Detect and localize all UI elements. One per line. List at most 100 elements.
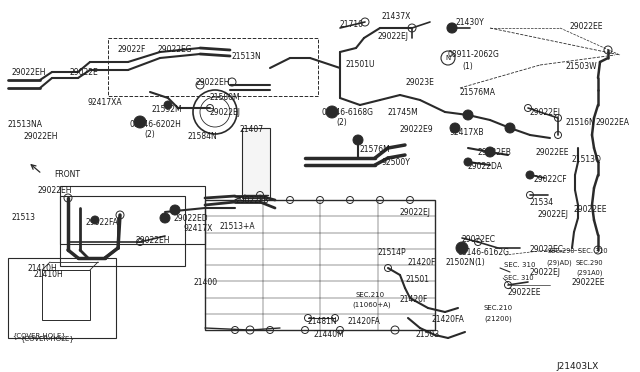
Text: 21437X: 21437X [381,12,410,21]
Text: {COVER-HOLE}: {COVER-HOLE} [20,335,74,342]
Text: (2): (2) [144,130,155,139]
Circle shape [450,123,460,133]
Text: 29022EH: 29022EH [196,78,230,87]
Circle shape [329,109,335,115]
Text: 21501: 21501 [406,275,430,284]
Text: SEC. 310: SEC. 310 [578,248,607,254]
Text: (2): (2) [336,118,347,127]
Text: 21420FA: 21420FA [432,315,465,324]
Text: N: N [445,55,451,61]
Text: 29022EH: 29022EH [24,132,58,141]
Text: 29022EE: 29022EE [572,278,605,287]
Circle shape [326,106,338,118]
Text: (1): (1) [462,62,473,71]
Text: SEC.210: SEC.210 [356,292,385,298]
Text: 29022EC: 29022EC [530,245,564,254]
Circle shape [456,242,468,254]
Circle shape [466,160,470,164]
Text: 92417X: 92417X [183,224,212,233]
Text: {COVER-HOLE}: {COVER-HOLE} [12,332,66,339]
Text: 21745M: 21745M [387,108,418,117]
Bar [108,38,318,96]
Circle shape [355,138,360,142]
Text: 29022FA: 29022FA [86,218,119,227]
Circle shape [464,158,472,166]
Circle shape [137,119,143,125]
Text: 29022DA: 29022DA [468,162,503,171]
Bar [42,270,90,320]
Text: 21410H: 21410H [28,264,58,273]
Text: 21400: 21400 [194,278,218,287]
Bar [60,186,205,244]
Text: 21410H: 21410H [33,270,63,279]
Text: 08911-2062G: 08911-2062G [448,50,500,59]
Circle shape [173,208,177,212]
Text: 29022EJ: 29022EJ [530,268,561,277]
Text: 21534: 21534 [530,198,554,207]
Text: 29022E: 29022E [70,68,99,77]
Text: 29022EG: 29022EG [158,45,193,54]
Text: 21502N: 21502N [445,258,475,267]
Text: 29023E: 29023E [405,78,434,87]
Text: 29022EJ: 29022EJ [530,108,561,117]
Text: 29022EE: 29022EE [574,205,607,214]
Text: (291A0): (291A0) [576,270,602,276]
Text: 29022EJ: 29022EJ [538,210,569,219]
Circle shape [528,173,532,177]
Text: 21576M: 21576M [360,145,391,154]
Circle shape [485,147,495,157]
Circle shape [166,103,170,107]
Text: 21516N: 21516N [565,118,595,127]
Circle shape [164,101,172,109]
Text: 29022EJ: 29022EJ [400,208,431,217]
Text: 08146-6162G: 08146-6162G [458,248,510,257]
Text: J21403LX: J21403LX [556,362,598,371]
Text: 21513Q: 21513Q [572,155,602,164]
Text: 21501U: 21501U [345,60,374,69]
Text: 29022EH: 29022EH [136,236,170,245]
Text: 21440M: 21440M [313,330,344,339]
Text: 21584N: 21584N [188,132,218,141]
Text: 08146-6168G: 08146-6168G [322,108,374,117]
Circle shape [526,171,534,179]
Text: 29022EB: 29022EB [478,148,512,157]
Circle shape [508,125,513,131]
Text: 08146-6202H: 08146-6202H [130,120,182,129]
Text: 21576MA: 21576MA [460,88,496,97]
Bar [60,196,185,266]
Circle shape [170,205,180,215]
Bar [8,258,116,338]
Text: 29022EH: 29022EH [38,186,72,195]
Text: 92500Y: 92500Y [382,158,411,167]
Text: 21503W: 21503W [566,62,598,71]
Text: 29022E9: 29022E9 [399,125,433,134]
Text: 92417XA: 92417XA [88,98,123,107]
Circle shape [134,116,146,128]
Text: 29022FB: 29022FB [236,196,269,205]
Text: 21592M: 21592M [152,105,182,114]
Text: 21513N: 21513N [232,52,262,61]
Circle shape [163,215,168,221]
Text: 21481N: 21481N [308,317,338,326]
Circle shape [160,213,170,223]
Bar [242,128,270,198]
Text: (29)AD): (29)AD) [546,260,572,266]
Text: 29022EC: 29022EC [462,235,496,244]
Text: 21513NA: 21513NA [8,120,43,129]
Text: 29022EJ: 29022EJ [209,108,240,117]
Text: 21420F: 21420F [408,258,436,267]
Text: 21503: 21503 [416,330,440,339]
Text: 21513: 21513 [12,213,36,222]
Text: FRONT: FRONT [54,170,80,179]
Text: (1): (1) [474,258,484,267]
Text: 92417XB: 92417XB [450,128,484,137]
Text: SEC. 310: SEC. 310 [504,275,534,281]
Text: 29022ED: 29022ED [174,214,209,223]
Text: 29022EE: 29022EE [536,148,570,157]
Text: (21200): (21200) [484,315,512,321]
Text: 21430Y: 21430Y [455,18,484,27]
Circle shape [463,110,473,120]
Text: 21420FA: 21420FA [347,317,380,326]
Text: 29022EE: 29022EE [570,22,604,31]
Circle shape [465,112,470,118]
